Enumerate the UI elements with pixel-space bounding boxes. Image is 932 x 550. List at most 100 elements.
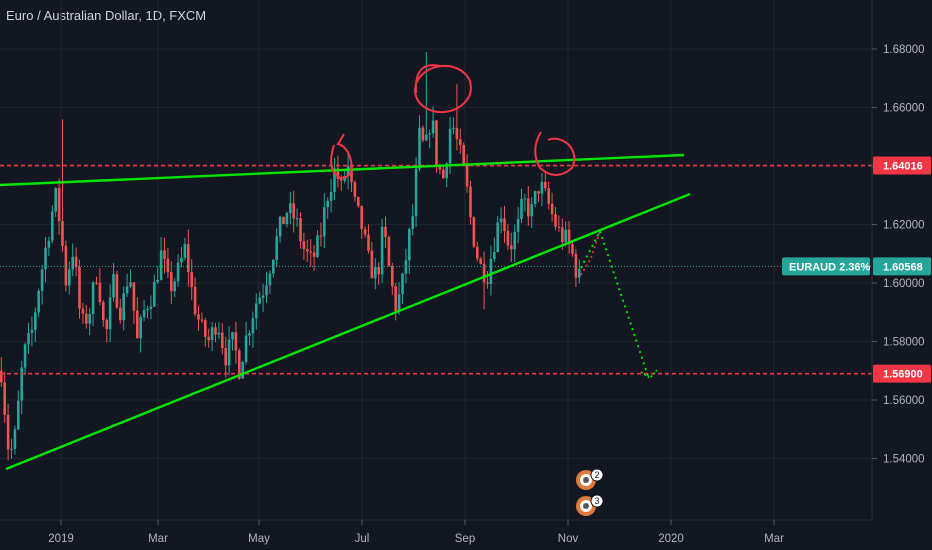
- price-tick-label: 1.54000: [883, 454, 925, 466]
- candle-body: [496, 222, 499, 253]
- candle-body: [0, 370, 3, 383]
- candle-body: [302, 241, 306, 250]
- candle-body: [387, 237, 391, 267]
- candle-body: [346, 166, 350, 177]
- candle-body: [275, 236, 278, 260]
- candle-body: [319, 235, 323, 237]
- candle-body: [224, 348, 227, 366]
- left-shoulder-annotation: [330, 133, 353, 180]
- symbol-change-text: EURAUD 2.36%: [789, 261, 871, 273]
- candle-body: [482, 263, 486, 283]
- projection-arrowhead: [640, 369, 658, 380]
- upper-trendline: [0, 153, 685, 187]
- candle-body: [34, 312, 37, 330]
- projection-path: [580, 228, 649, 377]
- candle-body: [159, 250, 163, 280]
- candle-body: [578, 268, 581, 278]
- candle-body: [238, 350, 241, 379]
- candle-body: [370, 250, 374, 279]
- candle-body: [377, 266, 380, 275]
- time-axis-panel[interactable]: [0, 520, 932, 550]
- candle-body: [567, 229, 571, 245]
- candle-body: [91, 282, 95, 315]
- candle-body: [268, 273, 272, 286]
- candle-body: [221, 332, 224, 349]
- price-tick-label: 1.56000: [883, 395, 925, 407]
- candle-body: [190, 272, 193, 287]
- candle-body: [251, 318, 255, 334]
- candle-body: [17, 400, 20, 430]
- candle-body: [333, 168, 336, 193]
- candle-body: [234, 332, 238, 351]
- candle-body: [479, 258, 482, 264]
- candle-body: [316, 235, 319, 257]
- candle-body: [153, 282, 156, 307]
- candle-body: [455, 127, 459, 140]
- candle-body: [323, 207, 326, 237]
- candle-body: [255, 303, 258, 319]
- candle-body: [156, 279, 159, 283]
- candle-body: [326, 200, 329, 208]
- time-tick-label: Jul: [355, 533, 370, 545]
- support-price-tag-text: 1.56900: [883, 369, 923, 381]
- candle-body: [149, 306, 153, 309]
- candle-body: [448, 128, 452, 164]
- time-axis: 2019 Mar May Jul Sep Nov 2020 Mar: [48, 520, 784, 545]
- time-tick-label: Mar: [764, 533, 784, 545]
- candle-body: [540, 181, 544, 194]
- resistance-price-tag-text: 1.64016: [883, 161, 923, 173]
- candle-body: [61, 221, 64, 246]
- resistance-price-tag: [873, 156, 931, 175]
- candle-body: [336, 168, 340, 180]
- candle-body: [357, 196, 360, 206]
- candle-body: [278, 216, 282, 237]
- candle-body: [231, 332, 234, 340]
- candle-body: [112, 274, 115, 298]
- candle-body: [350, 166, 353, 183]
- candle-body: [404, 260, 408, 274]
- trendlines: [0, 153, 691, 471]
- candle-body: [486, 282, 489, 284]
- price-tags: 1.64016 1.56900 1.60568 EURAUD 2.36%: [782, 156, 931, 383]
- candle-body: [71, 256, 74, 270]
- candle-body: [187, 243, 190, 273]
- last-price-tag-text: 1.60568: [883, 261, 923, 273]
- candle-body: [27, 332, 30, 345]
- candle-body: [367, 234, 370, 251]
- candle-body: [108, 297, 112, 330]
- candle-body: [129, 282, 132, 287]
- candle-body: [214, 327, 217, 335]
- candle-body: [20, 367, 23, 401]
- candle-body: [265, 285, 268, 296]
- candle-body: [459, 139, 462, 145]
- candle-body: [401, 273, 404, 295]
- candle-body: [465, 163, 469, 187]
- candle-body: [425, 134, 428, 141]
- candle-body: [146, 308, 149, 311]
- candle-body: [30, 329, 34, 333]
- candle-body: [74, 256, 78, 268]
- chart-title: Euro / Australian Dollar, 1D, FXCM: [6, 8, 207, 23]
- right-shoulder-annotation: [534, 131, 576, 176]
- candle-body: [391, 266, 394, 287]
- projection-retest: [580, 230, 601, 276]
- candle-body: [183, 243, 187, 258]
- candle-body: [10, 448, 13, 450]
- candle-body: [408, 229, 411, 261]
- head-circle-stroke: [414, 64, 441, 94]
- badge-count-bubble: [590, 494, 604, 508]
- candle-body: [37, 290, 40, 313]
- candle-body: [527, 198, 530, 217]
- candle-body: [282, 216, 285, 224]
- candle-body: [537, 191, 540, 194]
- candle-body: [6, 414, 10, 450]
- rising-support-trendline: [5, 192, 691, 471]
- candle-body: [40, 269, 44, 291]
- candle-body: [472, 217, 476, 247]
- candle-body: [312, 252, 316, 257]
- candle-body: [353, 182, 357, 197]
- candle-body: [561, 227, 564, 242]
- badge-count: 2: [594, 470, 599, 480]
- annotations: [330, 64, 576, 180]
